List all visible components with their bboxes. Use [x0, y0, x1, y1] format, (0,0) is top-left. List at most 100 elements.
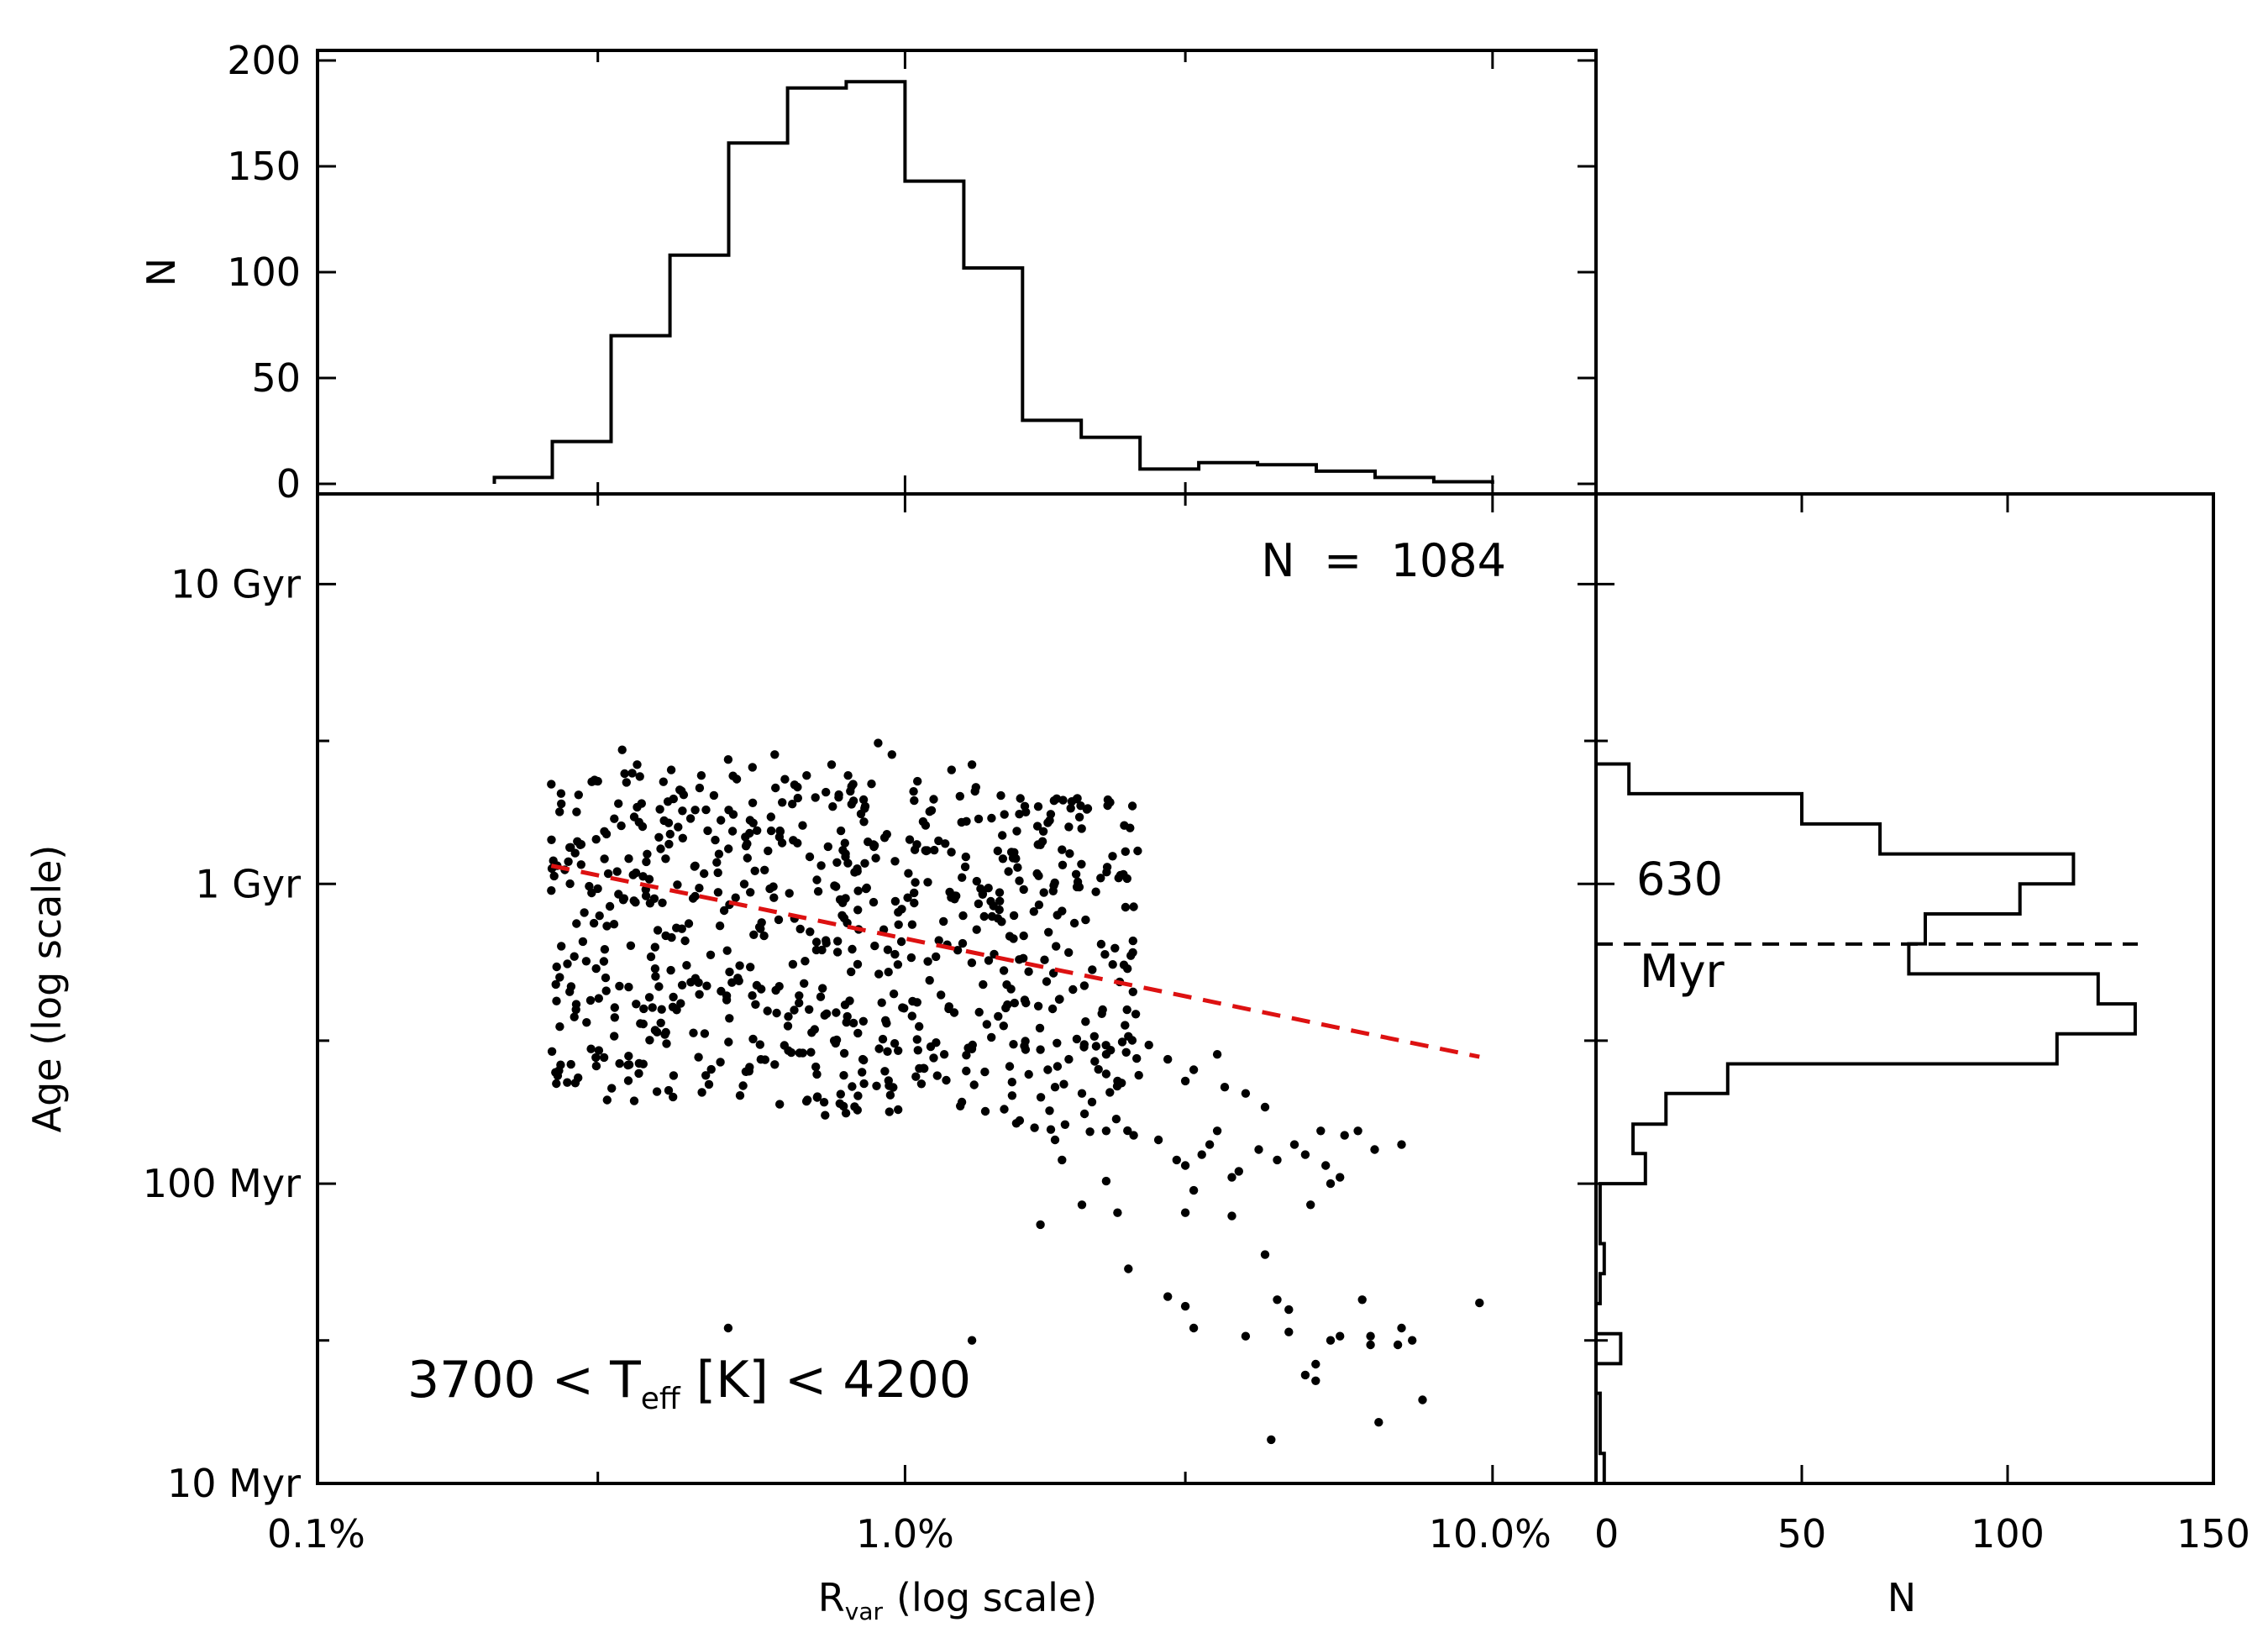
scatter-point: [1227, 1211, 1236, 1221]
scatter-point: [1133, 846, 1142, 856]
right-histogram-bar: [1596, 824, 1880, 854]
scatter-point: [650, 942, 659, 952]
scatter-point: [1397, 1323, 1406, 1333]
scatter-point: [746, 888, 755, 897]
scatter-point: [680, 936, 690, 946]
scatter-point: [686, 978, 696, 987]
scatter-point: [910, 898, 919, 908]
scatter-point: [1241, 1331, 1251, 1341]
scatter-point: [1108, 960, 1117, 969]
scatter-point: [674, 822, 683, 832]
scatter-point: [656, 844, 665, 853]
scatter-point: [827, 760, 837, 769]
scatter-point: [998, 831, 1007, 840]
scatter-point: [591, 776, 601, 785]
scatter-point: [694, 1053, 703, 1062]
scatter-plot-frame: [316, 492, 1598, 1485]
scatter-point: [1039, 888, 1048, 897]
scatter-point: [1105, 1088, 1115, 1097]
scatter-point: [1079, 981, 1089, 990]
scatter-point: [734, 976, 743, 986]
scatter-point: [601, 986, 611, 995]
scatter-point: [593, 884, 602, 894]
scatter-point: [724, 1037, 733, 1047]
scatter-point: [993, 914, 1003, 923]
scatter-point: [712, 858, 722, 867]
right-histogram-x-axis-title: N: [1887, 1575, 1916, 1620]
scatter-point: [970, 786, 979, 796]
scatter-point: [1058, 906, 1067, 916]
scatter-point: [870, 941, 879, 951]
scatter-point: [576, 840, 586, 849]
scatter-point: [974, 1007, 984, 1017]
scatter-point: [1012, 827, 1021, 836]
scatter-point: [894, 907, 903, 917]
scatter-point: [907, 1011, 917, 1021]
scatter-point: [816, 861, 826, 870]
scatter-point: [607, 1084, 617, 1093]
scatter-point: [657, 1005, 666, 1014]
scatter-point: [1197, 1150, 1206, 1159]
right-histogram-bar: [1596, 764, 1629, 794]
scatter-point: [1306, 1200, 1315, 1210]
scatter-point: [1016, 794, 1025, 803]
scatter-point: [1019, 931, 1028, 941]
scatter-point: [703, 826, 712, 836]
right-x-tick-label: 150: [2176, 1511, 2250, 1557]
scatter-point: [1234, 1167, 1244, 1176]
scatter-point: [1096, 939, 1106, 949]
scatter-point: [885, 1107, 895, 1116]
scatter-point: [801, 957, 810, 966]
teff-range-subscript: eff: [641, 1382, 681, 1416]
scatter-point: [810, 1025, 819, 1034]
scatter-point: [1077, 824, 1086, 833]
x-axis-title-suffix: (log scale): [896, 1575, 1097, 1620]
right-histogram-bar: [1596, 1153, 1646, 1184]
scatter-point: [677, 980, 687, 990]
scatter-point: [1081, 1017, 1090, 1026]
scatter-point: [631, 898, 640, 907]
scatter-point: [968, 1040, 978, 1050]
scatter-point: [1037, 837, 1047, 846]
scatter-point: [1081, 915, 1090, 925]
scatter-point: [958, 938, 968, 948]
scatter-point: [885, 1090, 895, 1100]
scatter-point: [848, 944, 857, 954]
top-y-tick-label: 200: [227, 38, 301, 83]
scatter-point: [678, 833, 687, 843]
scatter-point: [704, 1079, 714, 1089]
scatter-point: [860, 858, 869, 868]
scatter-point: [713, 868, 722, 878]
scatter-point: [771, 985, 780, 995]
scatter-point: [839, 1048, 849, 1058]
scatter-point: [549, 871, 559, 881]
top-histogram-bar: [963, 268, 1022, 484]
scatter-point: [1132, 1053, 1142, 1063]
scatter-point: [572, 919, 581, 928]
scatter-point: [987, 813, 996, 823]
scatter-point: [822, 1009, 832, 1019]
scatter-point: [795, 991, 804, 1000]
scatter-point: [576, 860, 585, 869]
scatter-point: [1013, 863, 1022, 872]
scatter-point: [848, 1082, 857, 1091]
scatter-point: [570, 1079, 580, 1088]
scatter-point: [690, 862, 699, 871]
scatter-point: [812, 1092, 822, 1101]
scatter-point: [1021, 807, 1031, 816]
scatter-point: [982, 1020, 992, 1029]
scatter-point: [639, 1004, 648, 1014]
scatter-point: [1370, 1145, 1379, 1154]
scatter-point: [828, 802, 837, 811]
scatter-point: [859, 817, 869, 827]
median-unit-label: Myr: [1640, 945, 1725, 998]
scatter-point: [654, 982, 664, 991]
scatter-point: [1397, 1140, 1406, 1149]
scatter-point: [585, 881, 594, 891]
scatter-point: [859, 1079, 869, 1089]
scatter-point: [641, 891, 651, 900]
scatter-point: [552, 996, 561, 1005]
scatter-point: [1015, 1116, 1025, 1126]
scatter-point: [675, 785, 685, 795]
scatter-point: [586, 1044, 596, 1053]
